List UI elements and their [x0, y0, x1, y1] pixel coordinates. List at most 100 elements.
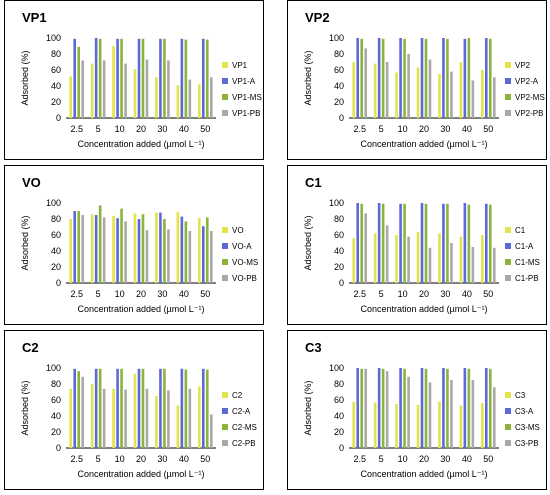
chart-vp2: VP2 Adsorbed (%) 0 20 40 60 80 100 2.5 5 10 20 30 40 5…	[287, 0, 547, 160]
y-tick-label: 0	[56, 278, 61, 288]
x-tick-label: 2.5	[70, 289, 83, 299]
bar-c3-a	[420, 368, 424, 448]
bar-vo-a	[73, 211, 77, 283]
bar-c1-pb	[385, 225, 389, 283]
bar-c1-ms	[360, 203, 364, 283]
legend-label: VO-PB	[232, 274, 257, 283]
legend-label: C3-MS	[515, 423, 540, 432]
chart-c3: C3 Adsorbed (%) 0 20 40 60 80 100 2.5 5 10 20 30 40 50…	[287, 330, 547, 490]
bar-c2-pb	[209, 414, 213, 448]
bar-c3-ms	[424, 368, 428, 448]
bar-vo	[112, 215, 115, 283]
legend-label: C2-A	[232, 407, 251, 416]
legend-swatch	[505, 78, 511, 84]
bar-vp2	[352, 62, 356, 118]
y-tick-label: 40	[334, 411, 344, 421]
x-axis-label: Concentration added (µmol L⁻¹)	[361, 304, 488, 314]
bar-vp1-ms	[98, 38, 102, 118]
bar-vp1	[197, 84, 201, 118]
legend-swatch	[505, 62, 511, 68]
x-tick-label: 20	[419, 454, 429, 464]
bar-vp1-a	[201, 38, 205, 118]
bar-vp1	[176, 85, 180, 118]
x-tick-label: 50	[200, 124, 210, 134]
bar-c1-ms	[403, 203, 406, 283]
legend-swatch	[222, 392, 228, 398]
legend-label: C1	[515, 226, 526, 235]
bar-vp2	[438, 74, 441, 118]
bar-vp1-a	[180, 38, 184, 118]
bar-c1	[480, 235, 484, 283]
y-axis-label: Adsorbed (%)	[303, 380, 313, 435]
x-tick-label: 40	[179, 289, 189, 299]
bar-c1	[352, 238, 356, 283]
x-tick-label: 10	[398, 289, 408, 299]
bar-c2	[69, 388, 73, 448]
x-tick-label: 5	[96, 289, 101, 299]
legend-label: VP2-PB	[515, 109, 543, 118]
y-tick-label: 80	[334, 214, 344, 224]
x-tick-label: 30	[440, 289, 450, 299]
y-tick-label: 0	[56, 113, 61, 123]
legend-label: C2-MS	[232, 423, 257, 432]
bar-c3-pb	[492, 387, 496, 448]
legend-swatch	[505, 440, 511, 446]
bar-vp2-pb	[428, 59, 432, 118]
x-tick-label: 10	[115, 124, 125, 134]
y-tick-label: 20	[334, 427, 344, 437]
legend-swatch	[222, 94, 228, 100]
bar-c1-pb	[450, 243, 453, 283]
bar-vo-pb	[209, 231, 213, 283]
bar-c3	[373, 402, 377, 448]
x-tick-label: 2.5	[353, 289, 366, 299]
bar-c3-ms	[446, 368, 449, 448]
y-tick-label: 60	[51, 230, 61, 240]
y-tick-label: 20	[51, 427, 61, 437]
bar-c3	[352, 401, 356, 448]
y-axis-label: Adsorbed (%)	[20, 50, 30, 105]
bar-vo-pb	[124, 221, 127, 283]
bar-c1	[416, 231, 420, 283]
legend-label: C2-PB	[232, 439, 256, 448]
bar-vp2-a	[377, 38, 381, 118]
y-tick-label: 80	[334, 49, 344, 59]
legend-swatch	[222, 110, 228, 116]
y-tick-label: 100	[329, 33, 344, 43]
bar-vp1-ms	[120, 38, 123, 118]
legend-swatch	[505, 275, 511, 281]
bar-c3	[395, 404, 398, 448]
bar-vp2-a	[484, 38, 488, 118]
x-tick-label: 5	[379, 124, 384, 134]
x-tick-label: 10	[398, 454, 408, 464]
y-tick-label: 40	[334, 81, 344, 91]
y-tick-label: 100	[329, 198, 344, 208]
bar-c3-pb	[385, 371, 389, 448]
legend-swatch	[222, 227, 228, 233]
bar-c2-ms	[205, 369, 209, 448]
y-tick-label: 100	[46, 363, 61, 373]
x-tick-label: 2.5	[353, 454, 366, 464]
bar-c2-ms	[77, 371, 81, 448]
bar-vp1	[90, 63, 94, 118]
bar-c3-a	[399, 368, 402, 448]
legend-label: VP2	[515, 61, 531, 70]
y-tick-label: 0	[339, 113, 344, 123]
x-tick-label: 2.5	[70, 124, 83, 134]
y-tick-label: 20	[51, 97, 61, 107]
bar-c2	[112, 388, 115, 448]
y-tick-label: 40	[51, 411, 61, 421]
bar-c1-pb	[407, 236, 410, 283]
bar-vo-ms	[163, 219, 166, 283]
x-tick-label: 10	[115, 289, 125, 299]
bar-c3-ms	[381, 368, 385, 448]
y-tick-label: 0	[339, 443, 344, 453]
bar-vo-a	[137, 219, 141, 283]
bar-c2-a	[201, 368, 205, 448]
bar-vo	[197, 218, 201, 283]
x-tick-label: 5	[96, 124, 101, 134]
bar-c1	[395, 235, 398, 283]
bar-c3	[416, 404, 420, 448]
bar-c1	[373, 233, 377, 283]
chart-panel-vo: VO Adsorbed (%) 0 20 40 60 80 100 2.5 5 10 20 30 40 50…	[4, 165, 264, 330]
bar-vp1	[133, 69, 137, 118]
